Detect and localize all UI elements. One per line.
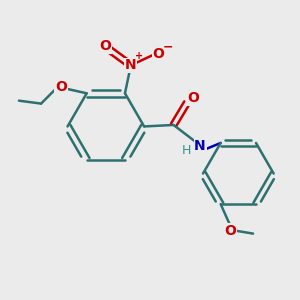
Text: H: H <box>182 144 191 157</box>
Text: O: O <box>55 80 67 94</box>
Text: −: − <box>163 40 173 53</box>
Text: O: O <box>224 224 236 238</box>
Text: N: N <box>125 58 137 72</box>
Text: N: N <box>194 139 206 153</box>
Text: O: O <box>99 39 111 53</box>
Text: +: + <box>135 51 143 61</box>
Text: O: O <box>187 92 199 106</box>
Text: O: O <box>152 46 164 61</box>
